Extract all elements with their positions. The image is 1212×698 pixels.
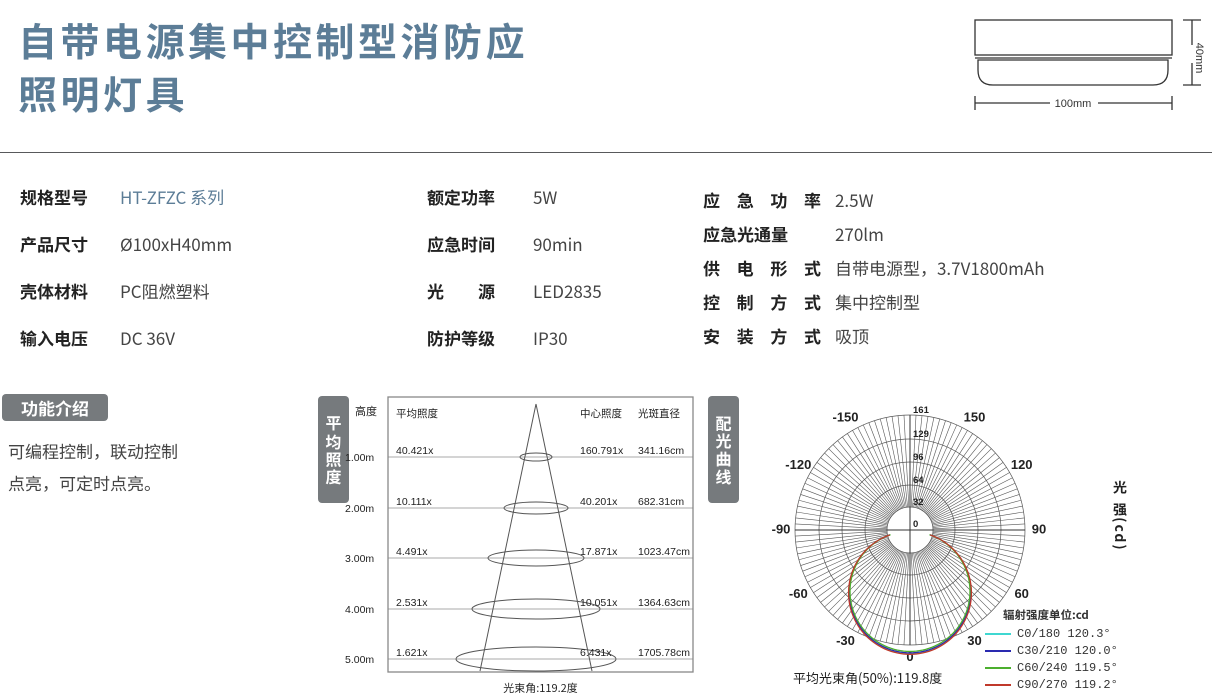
- svg-text:中心照度: 中心照度: [580, 407, 622, 420]
- svg-text:60: 60: [1014, 586, 1028, 601]
- svg-text:129: 129: [913, 429, 929, 440]
- svg-text:40.201x: 40.201x: [580, 496, 618, 508]
- svg-text:64: 64: [913, 475, 924, 486]
- svg-text:平均照度: 平均照度: [396, 407, 438, 420]
- svg-text:1023.47cm: 1023.47cm: [638, 546, 690, 558]
- svg-text:-120: -120: [785, 457, 811, 472]
- svg-text:4.491x: 4.491x: [396, 546, 428, 558]
- svg-text:-150: -150: [832, 410, 858, 425]
- svg-text:4.00m: 4.00m: [345, 604, 374, 616]
- svg-text:160.791x: 160.791x: [580, 445, 624, 457]
- svg-text:5.00m: 5.00m: [345, 654, 374, 666]
- svg-text:2.00m: 2.00m: [345, 503, 374, 515]
- svg-text:-90: -90: [772, 521, 791, 536]
- svg-text:6.431x: 6.431x: [580, 647, 612, 659]
- svg-text:150: 150: [964, 410, 986, 425]
- svg-text:17.871x: 17.871x: [580, 546, 618, 558]
- svg-text:32: 32: [913, 497, 924, 508]
- svg-text:10.051x: 10.051x: [580, 597, 618, 609]
- svg-text:682.31cm: 682.31cm: [638, 496, 684, 508]
- svg-text:3.00m: 3.00m: [345, 553, 374, 565]
- svg-text:10.111x: 10.111x: [396, 496, 433, 508]
- svg-text:1364.63cm: 1364.63cm: [638, 597, 690, 609]
- svg-text:90: 90: [1032, 521, 1046, 536]
- svg-text:161: 161: [913, 405, 930, 416]
- svg-text:-30: -30: [836, 633, 855, 648]
- svg-text:2.531x: 2.531x: [396, 597, 428, 609]
- svg-text:341.16cm: 341.16cm: [638, 445, 684, 457]
- svg-text:-60: -60: [789, 586, 808, 601]
- svg-text:1.621x: 1.621x: [396, 647, 428, 659]
- svg-text:40.421x: 40.421x: [396, 445, 434, 457]
- svg-text:1.00m: 1.00m: [345, 452, 374, 464]
- svg-text:光斑直径: 光斑直径: [638, 407, 680, 420]
- svg-text:40mm: 40mm: [1193, 43, 1205, 74]
- svg-text:100mm: 100mm: [1055, 98, 1092, 110]
- svg-text:1705.78cm: 1705.78cm: [638, 647, 690, 659]
- svg-text:0: 0: [913, 519, 918, 530]
- svg-text:120: 120: [1011, 457, 1033, 472]
- svg-text:96: 96: [913, 452, 924, 463]
- svg-text:30: 30: [967, 633, 981, 648]
